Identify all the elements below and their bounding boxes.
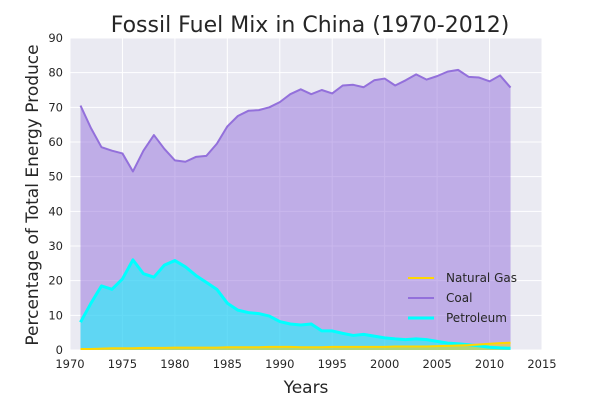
x-tick-label: 1970: [55, 357, 84, 371]
x-tick-label: 2000: [370, 357, 399, 371]
natural-gas-line: [80, 341, 511, 350]
y-tick-label: 40: [48, 204, 63, 218]
x-tick-labels: 1970 1975 1980 1985 1990 1995 2000 2005 2010 2015: [55, 357, 556, 371]
y-tick-label: 60: [48, 135, 63, 149]
x-tick-label: 1975: [108, 357, 137, 371]
y-tick-label: 70: [48, 100, 63, 114]
x-axis-label: Years: [283, 378, 329, 398]
y-tick-label: 30: [48, 239, 63, 253]
series-lines: [79, 68, 512, 350]
x-tick-label: 1980: [160, 357, 189, 371]
coal-line: [79, 68, 512, 173]
y-tick-label: 50: [48, 170, 63, 184]
x-tick-label: 2010: [475, 357, 504, 371]
petroleum-area: [80, 259, 511, 350]
chart-title: Fossil Fuel Mix in China (1970-2012): [111, 13, 510, 38]
y-tick-labels: 0 10 20 30 40 50 60 70 80 90: [48, 31, 63, 357]
x-tick-label: 1990: [265, 357, 294, 371]
legend-label-coal: Coal: [446, 291, 472, 305]
x-tick-label: 1995: [318, 357, 347, 371]
legend-label-petroleum: Petroleum: [446, 311, 507, 325]
y-axis-label: Percentage of Total Energy Produce: [23, 44, 43, 345]
x-tick-label: 1985: [213, 357, 242, 371]
y-tick-label: 80: [48, 66, 63, 80]
y-tick-label: 20: [48, 274, 63, 288]
x-tick-label: 2015: [527, 357, 556, 371]
y-tick-label: 0: [56, 343, 63, 357]
legend-label-natural-gas: Natural Gas: [446, 271, 517, 285]
y-tick-label: 10: [48, 308, 63, 322]
petroleum-line: [79, 258, 511, 350]
y-tick-label: 90: [48, 31, 63, 45]
x-tick-label: 2005: [422, 357, 451, 371]
legend: Natural Gas Coal Petroleum: [408, 271, 517, 325]
